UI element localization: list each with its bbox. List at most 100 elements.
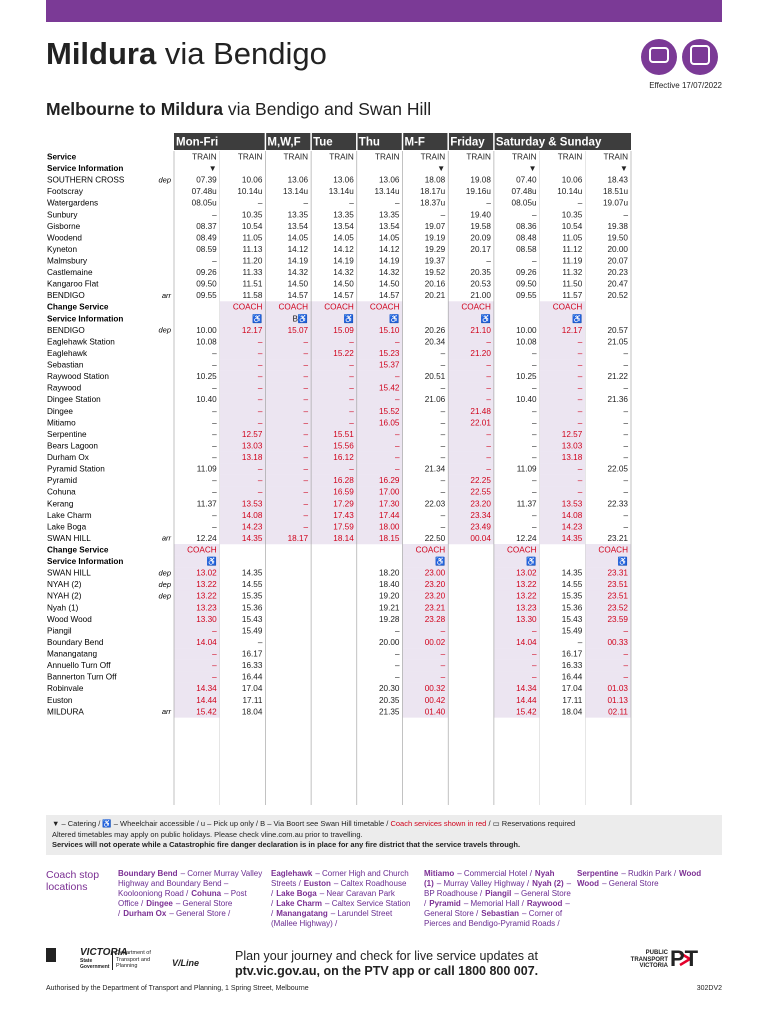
time-cell: 15.22	[333, 349, 354, 358]
time-cell: –	[212, 349, 217, 358]
time-cell: 11.12	[562, 245, 582, 254]
coach-shade	[402, 601, 449, 614]
stop-location: – Commercial Hotel /	[457, 869, 532, 878]
grid	[173, 151, 632, 805]
time-cell: 13.35	[333, 210, 354, 219]
train-glyph	[649, 47, 669, 63]
time-cell: –	[258, 361, 263, 370]
time-cell: 17.29	[333, 499, 354, 508]
time-cell: 10.14u	[237, 187, 262, 196]
coach-shade	[311, 382, 357, 394]
time-cell: 13.02	[196, 569, 217, 578]
pt-logo: PT	[670, 946, 699, 971]
time-cell: 10.25	[516, 372, 537, 381]
coach-shade	[539, 532, 586, 545]
time-cell: TRAIN	[466, 152, 491, 161]
time-cell: 10.00	[196, 326, 217, 335]
time-cell: –	[623, 418, 628, 427]
time-cell: 19.16u	[466, 187, 491, 196]
station: NYAH (2)	[47, 580, 82, 589]
stop-place: Eaglehawk	[271, 869, 313, 878]
time-cell: –	[532, 441, 537, 450]
coach-shade	[448, 416, 494, 429]
time-cell: –	[441, 361, 446, 370]
time-cell: –	[395, 650, 400, 659]
time-cell: 10.08	[196, 337, 217, 346]
coach-shade	[585, 613, 631, 626]
time-cell: 16.17	[562, 650, 583, 659]
coach-shade	[174, 544, 220, 556]
coach-shade	[448, 312, 494, 325]
coach-shade	[356, 497, 403, 510]
coach-shade	[539, 312, 586, 325]
coach-shade	[174, 590, 220, 603]
time-cell: 21.22	[608, 372, 629, 381]
time-cell: 17.04	[562, 684, 583, 693]
time-cell: 22.05	[608, 465, 629, 474]
time-cell: 18.14	[333, 534, 354, 543]
station: Lake Boga	[47, 522, 87, 531]
coach-shade	[219, 324, 266, 337]
time-cell: –	[532, 661, 537, 670]
coach-shade	[356, 370, 403, 383]
time-cell: 14.05	[379, 233, 400, 242]
time-cell: 14.23	[562, 522, 583, 531]
station: Annuello Turn Off	[47, 661, 111, 670]
time-cell: 08.58	[516, 245, 537, 254]
time-cell: 20.35	[470, 268, 491, 277]
time-cell: –	[304, 499, 309, 508]
coach-shade	[356, 486, 403, 498]
time-cell: –	[258, 349, 263, 358]
coach-shade	[493, 544, 540, 556]
stop-location: – General Store /	[424, 889, 571, 908]
coach-shade	[356, 335, 403, 348]
time-cell: 14.57	[288, 291, 309, 300]
coach-shade	[265, 463, 312, 475]
time-cell: –	[395, 372, 400, 381]
time-cell: –	[212, 418, 217, 427]
time-cell: 13.53	[562, 499, 583, 508]
time-cell: 14.12	[333, 245, 354, 254]
time-cell: 23.20	[425, 592, 446, 601]
time-cell: –	[304, 511, 309, 520]
coach-shade	[448, 520, 494, 533]
time-cell: 22.33	[608, 499, 629, 508]
plan-line: Plan your journey and check for live ser…	[235, 949, 538, 963]
time-cell: 15.37	[379, 361, 400, 370]
time-cell: 13.18	[562, 453, 583, 462]
station: Malmsbury	[47, 256, 88, 265]
coach-shade	[356, 393, 403, 406]
coach-shade	[448, 393, 494, 406]
time-cell: 10.06	[242, 176, 263, 185]
coach-shade	[311, 324, 357, 337]
time-cell: 20.17	[470, 245, 491, 254]
time-cell: 15.10	[379, 326, 400, 335]
time-cell: COACH	[279, 303, 309, 312]
time-cell: 17.00	[379, 488, 400, 497]
coach-shade	[493, 555, 540, 568]
time-cell: –	[578, 337, 583, 346]
time-cell: 13.35	[379, 210, 400, 219]
coach-shade	[402, 544, 449, 556]
coach-shade	[493, 659, 540, 672]
coach-shade	[265, 497, 312, 510]
coach-shade	[539, 463, 586, 475]
time-cell: –	[395, 465, 400, 474]
time-cell: ▼	[620, 164, 628, 173]
time-cell: COACH	[187, 545, 217, 554]
coach-shade	[311, 463, 357, 475]
coach-shade	[585, 601, 631, 614]
time-cell: –	[212, 256, 217, 265]
time-cell: –	[304, 395, 309, 404]
stop-place: Manangatang	[276, 909, 328, 918]
time-cell: 14.05	[288, 233, 309, 242]
time-cell: 22.01	[470, 418, 491, 427]
stop-column: Serpentine – Rudkin Park / Wood Wood – Gene…	[577, 869, 725, 889]
time-cell: –	[304, 418, 309, 427]
coach-shade	[585, 671, 631, 683]
coach-shade	[265, 359, 312, 371]
stop-location: – General Store /	[424, 899, 570, 918]
time-cell: ♿	[252, 313, 262, 323]
stop-place: Piangil	[485, 889, 512, 898]
time-cell: 11.50	[562, 280, 582, 289]
